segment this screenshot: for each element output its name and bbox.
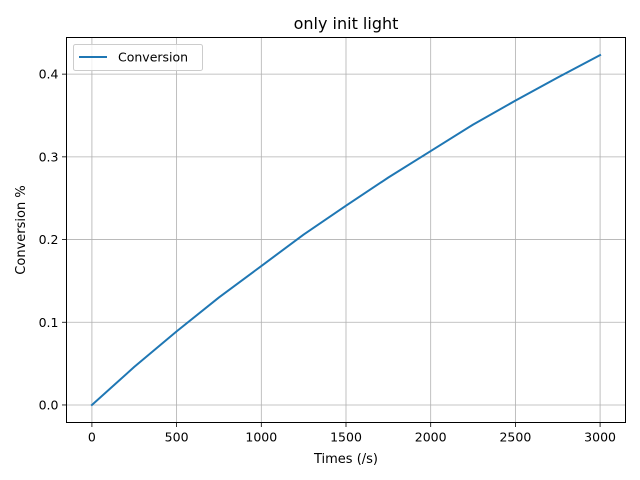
x-axis-ticks: 0 500 1000 1500 2000 2500 3000 <box>88 422 616 445</box>
y-tick-label: 0.4 <box>39 67 59 82</box>
series-layer <box>90 53 602 407</box>
x-tick-label: 1000 <box>245 430 277 445</box>
x-tick-label: 500 <box>165 430 189 445</box>
x-axis-label: Times (/s) <box>313 452 378 467</box>
series-line-conversion <box>90 53 602 407</box>
y-tick-label: 0.3 <box>39 149 59 164</box>
y-tick-label: 0.0 <box>39 397 59 412</box>
y-axis-label: Conversion % <box>14 185 29 274</box>
x-tick-label: 3000 <box>584 430 616 445</box>
x-tick-label: 2000 <box>415 430 447 445</box>
y-axis-ticks: 0.0 0.1 0.2 0.3 0.4 <box>39 67 67 412</box>
x-tick-label: 0 <box>88 430 96 445</box>
x-tick-label: 2500 <box>499 430 531 445</box>
legend: Conversion <box>73 44 203 71</box>
y-tick-label: 0.1 <box>39 315 59 330</box>
y-tick-label: 0.2 <box>39 232 59 247</box>
legend-label-conversion: Conversion <box>118 50 188 65</box>
chart-title: only init light <box>294 14 399 33</box>
legend-box <box>73 44 203 71</box>
x-tick-label: 1500 <box>330 430 362 445</box>
